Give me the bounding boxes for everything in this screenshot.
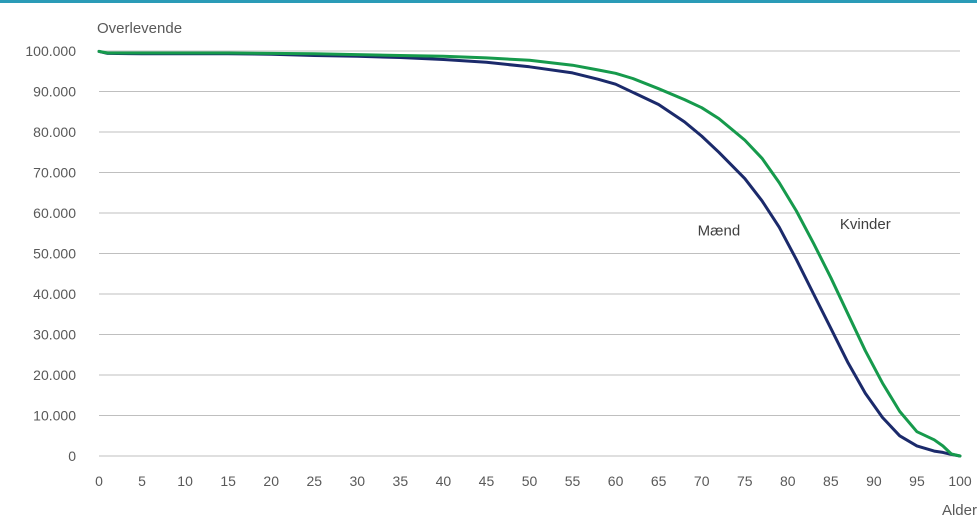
y-tick-label: 70.000	[33, 165, 76, 181]
x-tick-label: 60	[608, 473, 624, 489]
x-tick-label: 50	[522, 473, 538, 489]
x-tick-label: 65	[651, 473, 667, 489]
x-tick-label: 30	[350, 473, 366, 489]
series-label: Mænd	[698, 222, 741, 239]
y-tick-label: 80.000	[33, 124, 76, 140]
x-tick-label: 85	[823, 473, 839, 489]
y-tick-label: 40.000	[33, 286, 76, 302]
x-tick-label: 20	[263, 473, 279, 489]
y-tick-label: 10.000	[33, 408, 76, 424]
x-tick-label: 70	[694, 473, 710, 489]
x-tick-label: 80	[780, 473, 796, 489]
x-tick-label: 25	[306, 473, 322, 489]
series-label: Kvinder	[840, 216, 891, 233]
x-axis-title: Alder	[942, 502, 977, 519]
y-tick-label: 90.000	[33, 84, 76, 100]
x-tick-label: 5	[138, 473, 146, 489]
gridlines	[99, 50, 960, 457]
top-rule	[0, 0, 977, 3]
x-tick-label: 95	[909, 473, 925, 489]
y-tick-label: 50.000	[33, 246, 76, 262]
x-tick-label: 75	[737, 473, 753, 489]
x-tick-labels: 0 5 10 15 20 25 30 35 40 45 50 55 60 65 70 75 80 85 90 95 10…	[95, 473, 972, 489]
series-annotations: Mænd Kvinder	[698, 216, 891, 239]
y-tick-label: 20.000	[33, 367, 76, 383]
y-tick-label: 0	[68, 448, 76, 464]
y-tick-label: 60.000	[33, 205, 76, 221]
x-tick-label: 35	[393, 473, 409, 489]
x-tick-label: 45	[479, 473, 495, 489]
y-tick-label: 30.000	[33, 327, 76, 343]
x-tick-label: 0	[95, 473, 103, 489]
x-tick-label: 10	[177, 473, 193, 489]
y-axis-title: Overlevende	[97, 20, 182, 37]
x-tick-label: 55	[565, 473, 581, 489]
x-tick-label: 100	[948, 473, 972, 489]
series-lines	[97, 49, 962, 458]
x-tick-label: 40	[436, 473, 452, 489]
series-line-kvinder	[97, 49, 962, 458]
x-tick-label: 90	[866, 473, 882, 489]
y-tick-labels: 0 10.000 20.000 30.000 40.000 50.000 60.000 70.…	[25, 43, 76, 464]
y-tick-label: 100.000	[25, 43, 76, 59]
x-tick-label: 15	[220, 473, 236, 489]
